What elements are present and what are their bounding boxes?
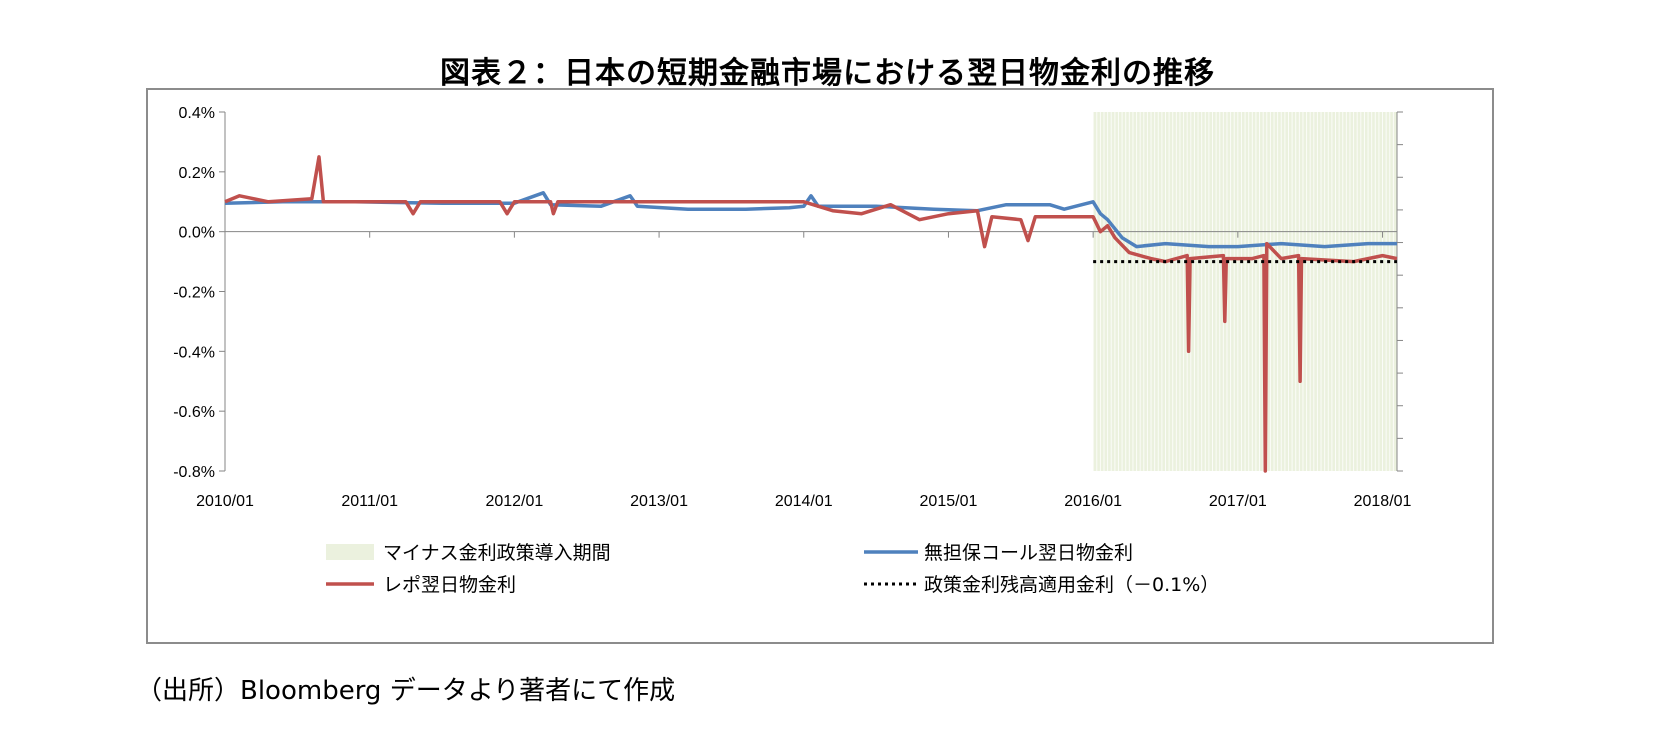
x-tick-label: 2011/01: [341, 493, 398, 510]
x-tick-label: 2016/01: [1064, 493, 1122, 510]
x-tick-label: 2013/01: [630, 493, 688, 510]
legend-label-reference: 政策金利残高適用金利（－0.1%）: [924, 574, 1219, 596]
legend-label-call: 無担保コール翌日物金利: [924, 542, 1133, 564]
legend-label-repo: レポ翌日物金利: [383, 574, 516, 596]
y-tick-label: 0.0%: [179, 225, 215, 242]
x-tick-label: 2012/01: [485, 493, 543, 510]
y-tick-label: -0.2%: [173, 285, 215, 302]
y-tick-label: -0.8%: [173, 464, 215, 481]
x-tick-label: 2014/01: [775, 493, 833, 510]
legend-swatch-shaded: [326, 544, 374, 560]
y-tick-label: -0.6%: [173, 404, 215, 421]
x-tick-label: 2018/01: [1354, 493, 1412, 510]
x-tick-label: 2017/01: [1209, 493, 1267, 510]
chart-svg: 0.4% 0.2% 0.0% -0.2% -0.4% -0.6% -0.8% 2010/01 2…: [173, 105, 1412, 596]
y-tick-label: 0.4%: [179, 105, 215, 122]
series-line-call-rate: [224, 191, 1397, 249]
x-tick-label: 2015/01: [920, 493, 978, 510]
x-tick-label: 2010/01: [196, 493, 254, 510]
legend-label-shaded: マイナス金利政策導入期間: [383, 542, 611, 564]
series-line-repo-rate: [224, 155, 1398, 473]
chart-title: 図表２：日本の短期金融市場における翌日物金利の推移: [440, 56, 1215, 91]
y-tick-label: 0.2%: [179, 165, 215, 182]
chart-frame: 0.4% 0.2% 0.0% -0.2% -0.4% -0.6% -0.8% 2010/01 2…: [146, 88, 1494, 644]
source-note: （出所）Bloomberg データより著者にて作成: [136, 676, 676, 706]
y-tick-label: -0.4%: [173, 344, 215, 361]
